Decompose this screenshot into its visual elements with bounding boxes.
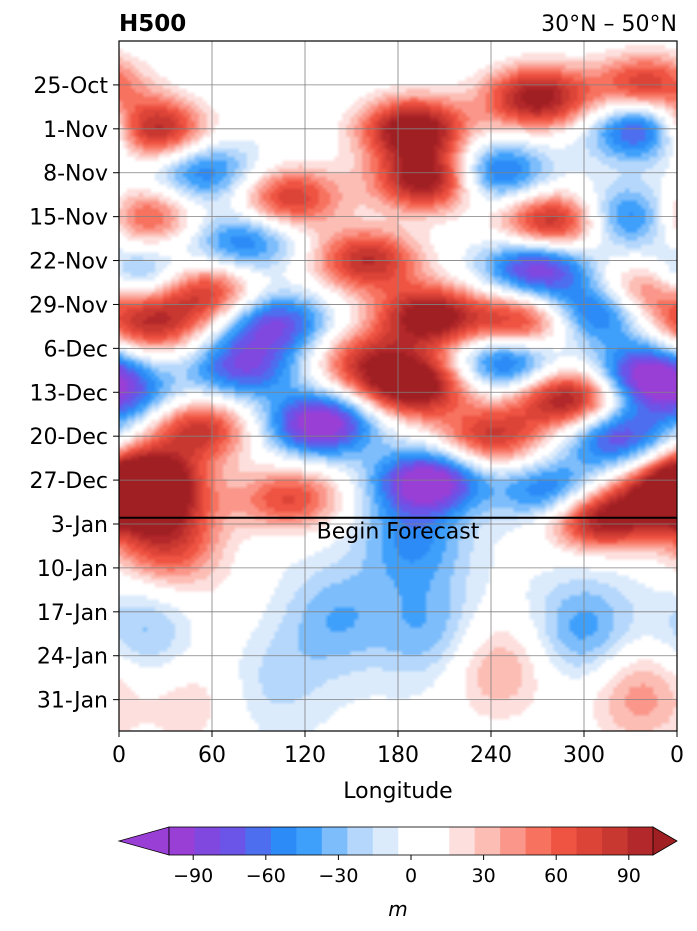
- y-axis-date-labels: 25-Oct 1-Nov 8-Nov 15-Nov 22-Nov 29-Nov 6-Dec 1…: [29, 74, 119, 714]
- colorbar-swatch: [194, 827, 221, 855]
- forecast-label: Begin Forecast: [317, 520, 480, 545]
- colorbar-swatch: [500, 827, 527, 855]
- x-tick-label: 120: [284, 743, 326, 768]
- x-tick-label: 180: [377, 743, 419, 768]
- x-axis-longitude-labels: 0 60 120 180 240 300 0: [112, 731, 684, 768]
- colorbar-swatch: [245, 827, 272, 855]
- colorbar-swatch: [398, 827, 425, 855]
- colorbar-tick-label: 90: [617, 865, 641, 887]
- title-right: 30°N – 50°N: [541, 12, 677, 37]
- y-tick-label: 31-Jan: [37, 689, 108, 714]
- colorbar-swatch: [347, 827, 374, 855]
- colorbar-swatch: [576, 827, 603, 855]
- colorbar-swatch: [602, 827, 629, 855]
- colorbar-tick-label: 30: [472, 865, 496, 887]
- y-tick-label: 17-Jan: [37, 601, 108, 626]
- colorbar-swatch: [372, 827, 399, 855]
- x-tick-label: 0: [670, 743, 684, 768]
- y-tick-label: 25-Oct: [33, 74, 108, 99]
- y-tick-label: 29-Nov: [29, 293, 108, 318]
- colorbar-unit-label: m: [388, 897, 407, 921]
- colorbar-swatch: [525, 827, 552, 855]
- y-tick-label: 1-Nov: [43, 118, 108, 143]
- colorbar-swatch: [321, 827, 348, 855]
- colorbar-under-extension: [117, 826, 170, 856]
- x-tick-label: 300: [563, 743, 605, 768]
- y-tick-label: 13-Dec: [29, 381, 108, 406]
- colorbar-tick-label: −60: [246, 865, 286, 887]
- colorbar-swatch: [627, 827, 654, 855]
- colorbar-tick-label: −30: [318, 865, 358, 887]
- x-axis-label: Longitude: [343, 779, 452, 804]
- y-tick-label: 10-Jan: [37, 557, 108, 582]
- colorbar-swatch: [169, 827, 196, 855]
- y-tick-label: 15-Nov: [29, 206, 108, 231]
- colorbar-tick-label: −90: [173, 865, 213, 887]
- forecast-marker: Begin Forecast: [119, 516, 677, 545]
- colorbar-swatch: [219, 827, 247, 855]
- x-tick-label: 0: [112, 743, 126, 768]
- colorbar-swatch: [449, 827, 476, 855]
- y-tick-label: 27-Dec: [29, 469, 108, 494]
- heatmap-plot-area: Begin Forecast: [118, 40, 678, 732]
- colorbar-tick-label: 0: [405, 865, 417, 887]
- colorbar-swatch: [296, 827, 323, 855]
- colorbar-swatch: [270, 827, 297, 855]
- colorbar: −90 −60 −30 0 30 60 90: [117, 826, 678, 887]
- y-tick-label: 20-Dec: [29, 425, 108, 450]
- title-left: H500: [119, 11, 186, 37]
- x-tick-label: 60: [198, 743, 226, 768]
- y-tick-label: 22-Nov: [29, 250, 108, 275]
- colorbar-swatch: [551, 827, 578, 855]
- y-tick-label: 6-Dec: [43, 337, 108, 362]
- colorbar-tick-label: 60: [544, 865, 568, 887]
- colorbar-swatch: [474, 827, 501, 855]
- grid-lines: [119, 41, 677, 731]
- y-tick-label: 8-Nov: [43, 162, 108, 187]
- y-tick-label: 24-Jan: [37, 645, 108, 670]
- x-tick-label: 240: [470, 743, 512, 768]
- y-tick-label: 3-Jan: [51, 513, 108, 538]
- colorbar-over-extension: [652, 826, 678, 856]
- colorbar-swatch: [423, 827, 450, 855]
